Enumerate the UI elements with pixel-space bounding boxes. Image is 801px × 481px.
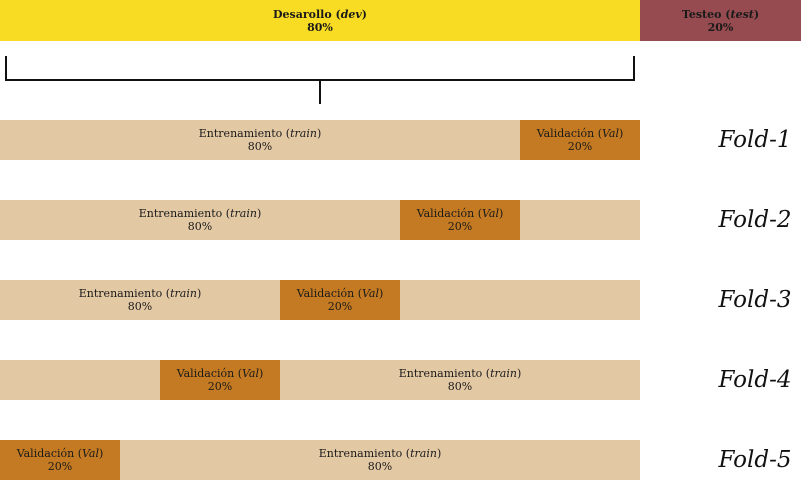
dev-bracket	[5, 56, 635, 104]
fold-2-label: Fold-2	[718, 207, 792, 233]
train-segment: Entrenamiento (train) 80%	[78, 287, 202, 313]
fold-1-label: Fold-1	[718, 127, 792, 153]
val-segment: Validación (Val) 20%	[160, 360, 280, 400]
val-segment: Validación (Val) 20%	[280, 280, 400, 320]
dev-segment: Desarollo (dev) 80%	[0, 0, 640, 41]
val-segment: Validación (Val) 20%	[520, 120, 640, 160]
fold-4-row: Validación (Val) 20% Entrenamiento (trai…	[0, 360, 640, 400]
train-segment: Entrenamiento (train) 80%	[318, 447, 442, 473]
fold-5-row: Validación (Val) 20% Entrenamiento (trai…	[0, 440, 640, 480]
fold-3-row: Entrenamiento (train) 80% Validación (Va…	[0, 280, 640, 320]
fold-3-label: Fold-3	[718, 287, 792, 313]
val-segment: Validación (Val) 20%	[400, 200, 520, 240]
fold-4-label: Fold-4	[718, 367, 792, 393]
train-segment: Entrenamiento (train) 80%	[138, 207, 262, 233]
fold-5-label: Fold-5	[718, 447, 792, 473]
train-segment: Entrenamiento (train) 80%	[398, 367, 522, 393]
val-segment: Validación (Val) 20%	[0, 440, 120, 480]
fold-2-row: Entrenamiento (train) 80% Validación (Va…	[0, 200, 640, 240]
fold-1-row: Entrenamiento (train) 80% Validación (Va…	[0, 120, 640, 160]
train-segment: Entrenamiento (train) 80%	[198, 127, 322, 153]
test-segment: Testeo (test) 20%	[640, 0, 801, 41]
